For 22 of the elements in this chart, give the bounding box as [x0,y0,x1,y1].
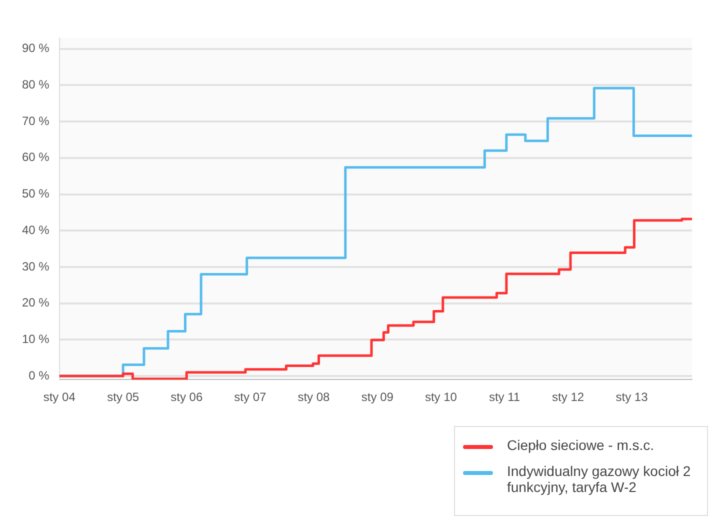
x-tick-label: sty 06 [170,390,203,404]
x-tick-label: sty 07 [234,390,266,404]
y-tick-label: 50 % [22,186,50,201]
x-tick-label: sty 05 [107,390,140,404]
y-tick-label: 0 % [28,368,50,382]
y-tick-label: 10 % [22,332,50,346]
y-tick-label: 60 % [22,150,50,164]
y-tick-label: 90 % [22,41,50,56]
y-tick-label: 70 % [22,114,50,128]
x-tick-label: sty 08 [298,390,330,404]
legend-label: Ciepło sieciowe - m.s.c. [507,437,654,453]
x-tick-label: sty 04 [43,390,76,404]
x-tick-label: sty 11 [488,390,520,404]
legend-label: Indywidualny gazowy kocioł 2 funkcyjny, taryfa W-2 [507,463,692,495]
y-tick-label: 40 % [22,222,50,237]
y-tick-label: 20 % [22,296,50,310]
x-tick-label: sty 09 [361,390,394,404]
y-tick-label: 80 % [22,78,50,92]
y-tick-label: 30 % [22,259,50,274]
x-tick-label: sty 12 [552,390,584,404]
x-tick-label: sty 10 [424,390,458,404]
x-tick-label: sty 13 [616,390,648,404]
